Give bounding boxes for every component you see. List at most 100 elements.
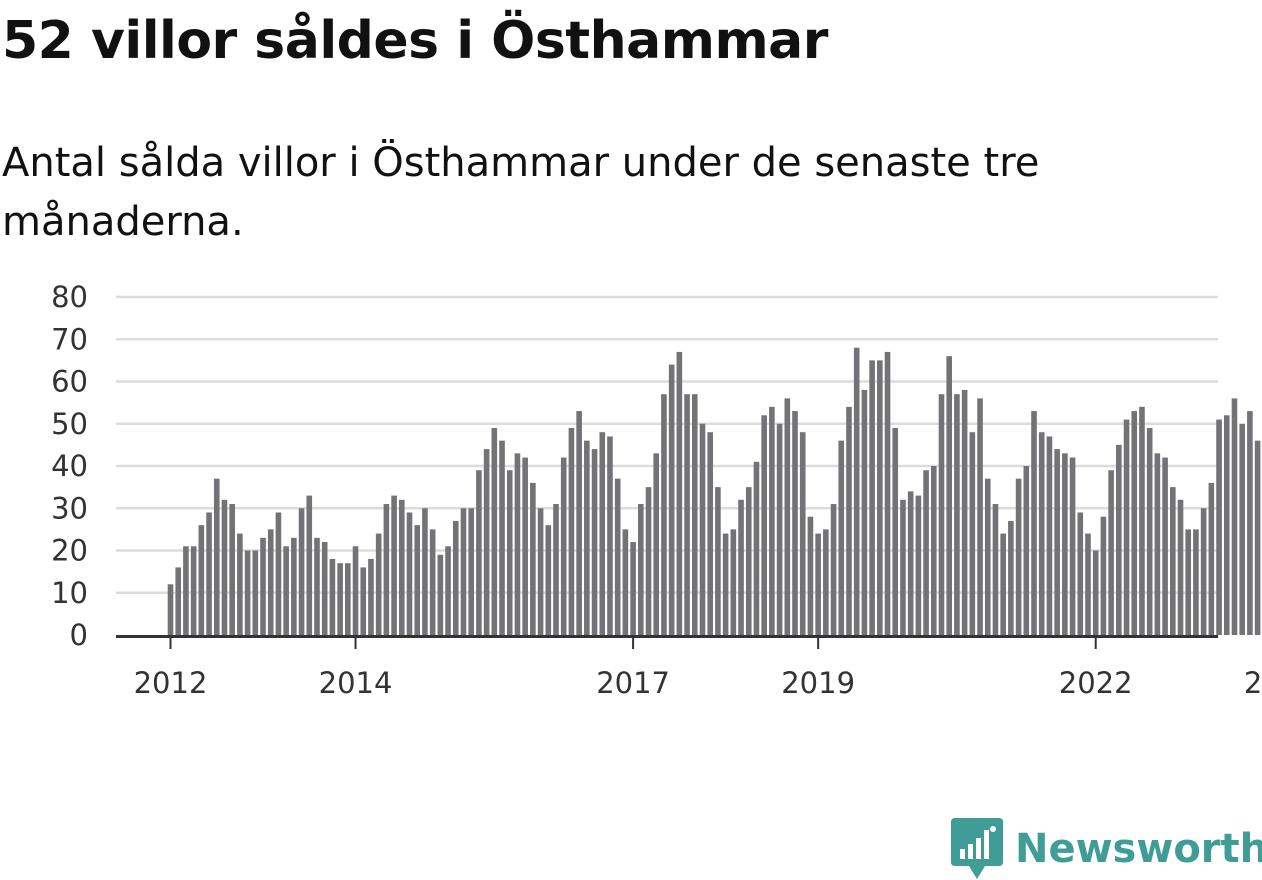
bar	[537, 508, 544, 635]
newsworthy-logo: Newsworthy	[951, 818, 1262, 880]
bar	[784, 398, 791, 635]
bar	[938, 394, 945, 635]
chart-subtitle: Antal sålda villor i Östhammar under de …	[2, 140, 1040, 245]
bar	[514, 453, 521, 635]
bar	[1154, 453, 1161, 635]
bar	[414, 525, 421, 635]
bar	[206, 512, 212, 635]
bar	[699, 423, 706, 635]
bar	[314, 537, 320, 635]
y-tick-label: 40	[51, 449, 88, 483]
bar	[360, 567, 367, 635]
bar	[406, 512, 413, 635]
bar	[591, 449, 598, 635]
bar	[923, 470, 929, 635]
bar	[622, 529, 629, 636]
bar	[730, 529, 737, 636]
bar	[807, 516, 814, 635]
bar	[776, 423, 783, 635]
bar	[460, 508, 467, 635]
bar	[630, 542, 636, 635]
bar	[1008, 520, 1014, 635]
bar	[198, 525, 205, 635]
bar	[568, 427, 575, 635]
bar	[969, 432, 976, 635]
bar	[1139, 406, 1145, 635]
bar	[329, 558, 336, 635]
x-tick-label: 2022	[1059, 666, 1133, 700]
bar	[1193, 529, 1199, 636]
chart-title: 52 villor såldes i Östhammar	[2, 11, 828, 71]
bar	[684, 394, 690, 635]
x-tick-label: 2014	[319, 666, 393, 700]
bar	[907, 491, 914, 635]
bar	[1031, 411, 1037, 635]
bar	[614, 478, 621, 635]
bar	[1162, 457, 1168, 635]
bar	[560, 457, 567, 635]
bar	[1062, 453, 1068, 635]
bar	[422, 508, 428, 635]
bar	[545, 525, 552, 635]
bar	[1092, 550, 1099, 635]
y-tick-label: 0	[70, 618, 88, 652]
bar	[599, 432, 606, 635]
bar	[823, 529, 829, 636]
bar	[506, 470, 513, 635]
bar	[321, 542, 328, 635]
bar	[1131, 411, 1138, 635]
y-tick-label: 60	[51, 365, 88, 399]
y-tick-label: 30	[51, 491, 88, 525]
bar	[576, 411, 582, 635]
bar	[183, 546, 189, 635]
bar	[391, 495, 397, 635]
bar	[930, 466, 937, 635]
bar	[707, 432, 713, 635]
bar	[1038, 432, 1045, 635]
bar	[745, 487, 752, 636]
bar	[399, 499, 405, 635]
bar	[1023, 466, 1030, 635]
bar	[468, 508, 474, 635]
bar	[645, 487, 652, 636]
newsworthy-logo-icon	[951, 818, 1003, 879]
bar	[1100, 516, 1107, 635]
x-tick-label: 2017	[596, 666, 670, 700]
bar	[992, 504, 999, 635]
bar	[267, 529, 274, 636]
bar	[1223, 415, 1230, 635]
bar	[607, 436, 613, 635]
bar	[522, 457, 528, 635]
bar	[861, 389, 868, 635]
bar	[792, 411, 798, 635]
bar	[1216, 419, 1222, 635]
bar	[1054, 449, 1060, 635]
bar	[722, 533, 729, 635]
bar	[1208, 482, 1215, 635]
bar	[668, 364, 675, 635]
bar	[1254, 440, 1261, 635]
bar	[345, 563, 351, 635]
bar	[1177, 499, 1184, 635]
bar	[830, 504, 837, 635]
bar	[915, 495, 922, 635]
bar	[884, 351, 891, 635]
bar	[691, 394, 698, 635]
bar	[984, 478, 991, 635]
bar	[815, 533, 821, 635]
bar	[175, 567, 182, 635]
bar	[375, 533, 382, 635]
x-tick-label: 2019	[781, 666, 855, 700]
y-tick-label: 10	[51, 576, 88, 610]
bar	[221, 499, 228, 635]
y-tick-label: 50	[51, 407, 88, 441]
bar	[977, 398, 983, 635]
bar	[877, 360, 883, 636]
bar	[252, 550, 259, 635]
bars	[167, 347, 1261, 636]
bar	[244, 550, 251, 635]
x-tick-label: 2012	[134, 666, 208, 700]
bar	[368, 558, 374, 635]
bar	[476, 470, 482, 635]
